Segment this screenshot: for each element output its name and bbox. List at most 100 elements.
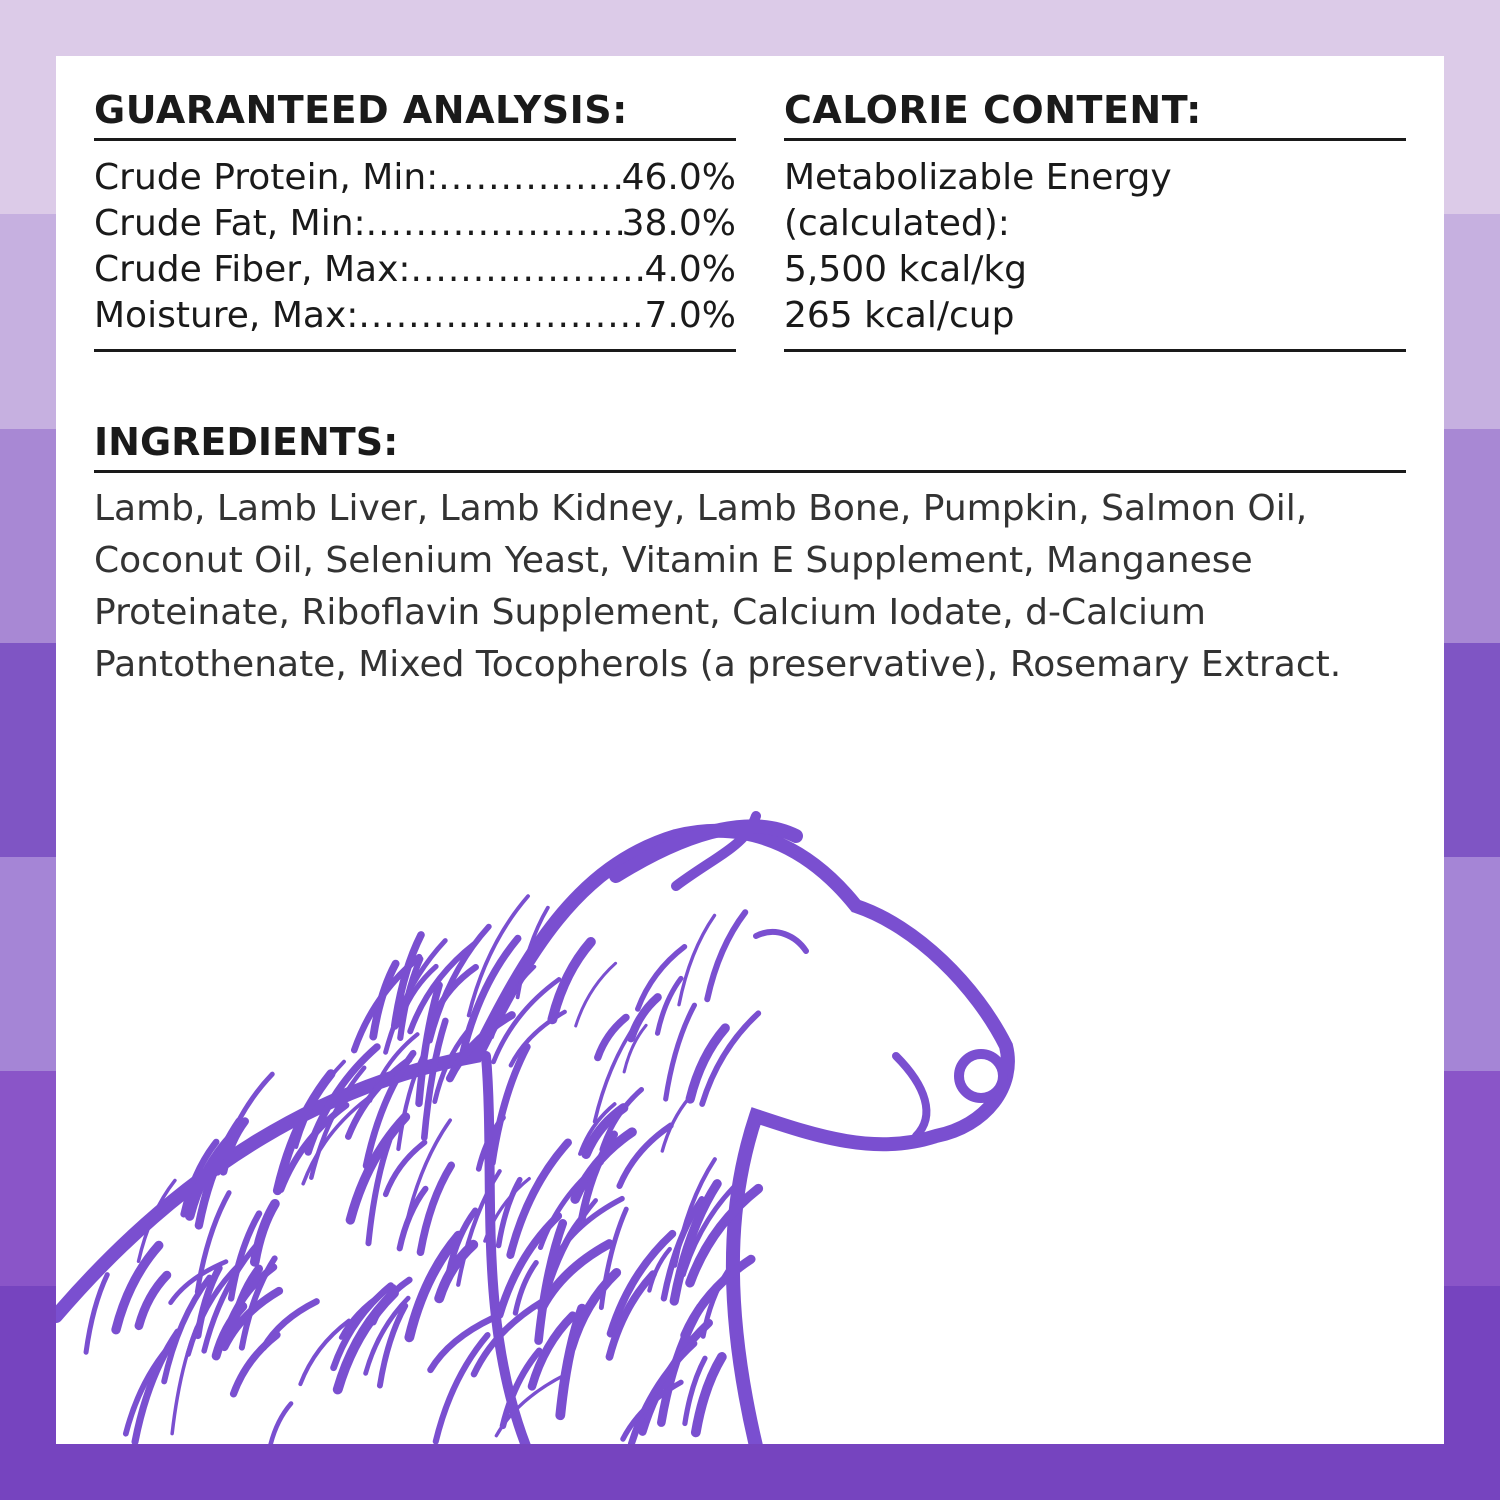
fur-stroke: [134, 1270, 172, 1331]
fur-stroke: [229, 1331, 281, 1398]
fur-stroke: [401, 1118, 452, 1238]
calorie-line: Metabolizable Energy: [784, 157, 1172, 198]
fur-stroke: [512, 1259, 539, 1316]
fur-stroke: [508, 1009, 567, 1068]
fur-stroke: [432, 1332, 491, 1444]
fur-stroke: [620, 1379, 684, 1442]
calorie-content: CALORIE CONTENT: Metabolizable Energy (c…: [784, 86, 1406, 352]
fur-stroke: [136, 1178, 177, 1264]
ingredients: INGREDIENTS: Lamb, Lamb Liver, Lamb Kidn…: [94, 418, 1406, 691]
fur-stroke: [594, 1013, 630, 1062]
ingredients-text: Lamb, Lamb Liver, Lamb Kidney, Lamb Bone…: [94, 488, 1342, 685]
fur-stroke: [578, 1102, 617, 1156]
analysis-value: 7.0%: [644, 295, 736, 336]
fur-stroke: [704, 909, 749, 1003]
fur-stroke: [363, 1295, 411, 1376]
fur-stroke: [669, 1179, 722, 1306]
ingredients-title: INGREDIENTS:: [94, 418, 1406, 473]
fur-stroke: [445, 1011, 516, 1083]
fur-stroke: [699, 1010, 762, 1107]
calorie-line: 265 kcal/cup: [784, 295, 1015, 336]
fur-stroke: [551, 1195, 625, 1264]
fur-stroke: [458, 934, 522, 1059]
fur-stroke: [272, 1069, 336, 1196]
fur-stroke: [309, 1065, 367, 1180]
fur-stroke: [578, 1130, 618, 1222]
fur-stroke: [685, 1183, 764, 1288]
fur-stroke: [483, 1176, 531, 1243]
fur-stroke: [574, 961, 618, 1028]
fur-stroke: [470, 1298, 545, 1378]
fur-stroke: [184, 1133, 235, 1221]
fur-stroke: [598, 1206, 629, 1311]
fur-stroke: [622, 1023, 648, 1074]
fur-stroke: [534, 1219, 568, 1345]
analysis-row: Crude Fiber, Max: 4.0%: [94, 247, 736, 293]
fur-stroke: [527, 1311, 577, 1391]
guaranteed-analysis: GUARANTEED ANALYSIS: Crude Protein, Min:…: [94, 86, 736, 352]
fur-stroke: [680, 1254, 756, 1340]
fur-stroke: [647, 1246, 672, 1293]
fur-stroke: [488, 1043, 531, 1167]
fur-stroke: [345, 1112, 411, 1225]
analysis-label: Crude Protein, Min:: [94, 157, 439, 198]
fur-stroke: [495, 1212, 563, 1319]
fur-stroke: [220, 1286, 284, 1352]
fur-stroke: [301, 1096, 370, 1186]
fur-stroke: [537, 1239, 614, 1313]
fur-stroke: [495, 1176, 523, 1249]
fur-stroke: [685, 1023, 730, 1104]
fur-stroke: [344, 1056, 413, 1140]
fur-stroke: [194, 1190, 232, 1295]
fur-stroke: [592, 1006, 650, 1124]
fur-stroke: [427, 1314, 496, 1374]
fur-stroke: [396, 1051, 426, 1152]
fur-stroke: [466, 894, 530, 1018]
lamb-illustration-icon: [56, 811, 1015, 1444]
analysis-label: Moisture, Max:: [94, 295, 359, 336]
fur-stroke: [330, 1282, 395, 1372]
fur-stroke: [494, 1372, 568, 1438]
fur-stroke: [249, 1198, 280, 1267]
fur-stroke: [682, 1355, 708, 1427]
fur-stroke: [122, 1338, 177, 1437]
fur-stroke: [332, 1288, 399, 1395]
fur-stroke: [227, 1210, 263, 1302]
analysis-value: 4.0%: [644, 249, 736, 290]
analysis-row: Crude Protein, Min: 46.0%: [94, 155, 736, 201]
fur-stroke: [515, 905, 550, 1000]
fur-stroke: [555, 1303, 587, 1421]
fur-stroke: [170, 1325, 199, 1436]
fur-stroke: [605, 1270, 657, 1361]
fur-stroke: [298, 1318, 351, 1387]
analysis-value: 46.0%: [621, 157, 736, 198]
fur-stroke: [416, 1161, 456, 1257]
fur-stroke: [690, 1352, 727, 1438]
fur-stroke: [404, 1230, 464, 1343]
guaranteed-analysis-title: GUARANTEED ANALYSIS:: [94, 86, 736, 141]
fur-stroke: [432, 1029, 470, 1104]
fur-stroke: [397, 955, 424, 1041]
fur-stroke: [677, 913, 717, 1007]
fur-stroke: [654, 975, 684, 1036]
fur-stroke: [680, 1175, 746, 1278]
calorie-line: (calculated):: [784, 203, 1010, 244]
fur-stroke: [660, 1196, 705, 1302]
fur-stroke: [626, 993, 662, 1043]
fur-stroke: [491, 977, 562, 1065]
fur-stroke: [111, 1240, 164, 1335]
fur-stroke: [268, 1401, 294, 1444]
fur-stroke: [499, 1347, 543, 1430]
fur-stroke: [376, 1302, 409, 1389]
analysis-label: Crude Fiber, Max:: [94, 249, 411, 290]
analysis-row: Crude Fat, Min: 38.0%: [94, 201, 736, 247]
calorie-line: 5,500 kcal/kg: [784, 249, 1028, 290]
fur-stroke: [238, 1255, 278, 1351]
fur-stroke: [390, 931, 425, 1030]
fur-stroke: [635, 944, 688, 1012]
fur-stroke: [219, 1117, 249, 1176]
fur-stroke: [627, 1340, 698, 1444]
fur-stroke: [201, 1238, 263, 1354]
fur-stroke: [194, 1117, 244, 1230]
fur-stroke: [420, 1017, 449, 1142]
